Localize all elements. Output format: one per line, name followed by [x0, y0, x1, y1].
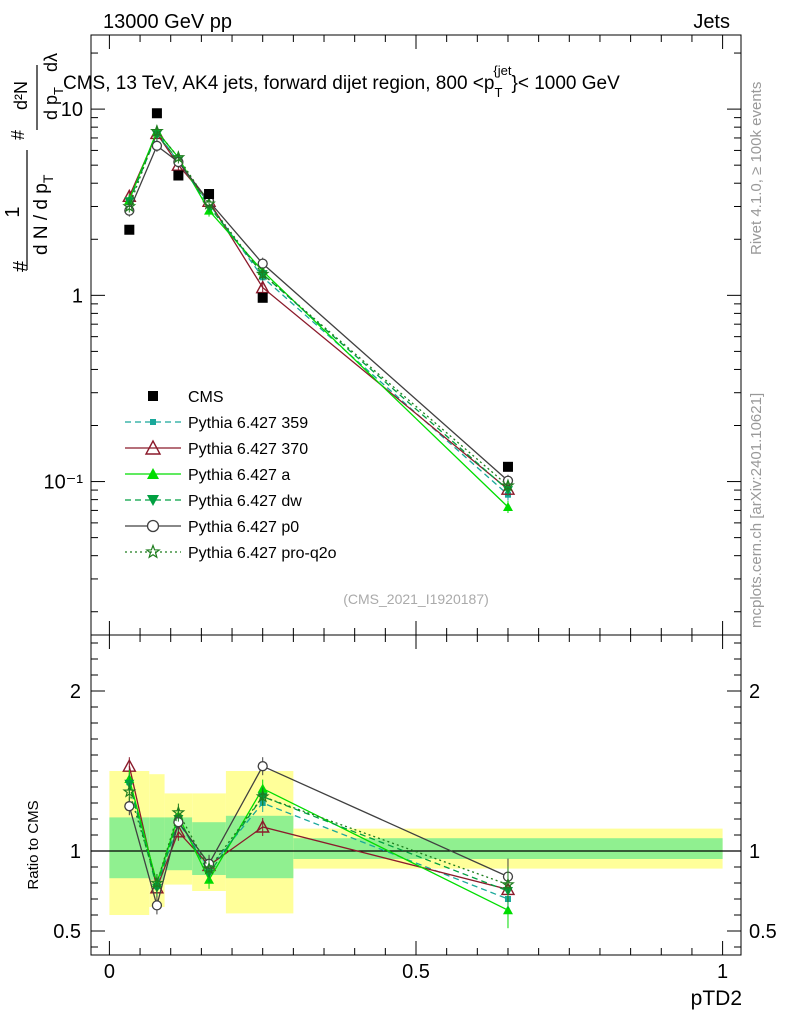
beam-label: 13000 GeV pp — [103, 11, 232, 33]
ratio-point-pq2o — [501, 877, 515, 891]
x-tick-label: 1 — [717, 961, 728, 983]
ratio-series-group — [122, 757, 516, 929]
point-pq2o — [122, 199, 137, 213]
point-pq2o — [255, 266, 270, 281]
ratio-point-pp0 — [257, 761, 268, 772]
ratio-ytick-label-right: 2 — [749, 681, 760, 703]
point-pq2o — [171, 150, 186, 164]
ylabel-dpt: d pT — [41, 87, 66, 120]
ratio-point-pq2o — [255, 789, 270, 803]
series-pa — [124, 125, 513, 514]
legend-entry-pdw: Pythia 6.427 dw — [125, 493, 302, 510]
line-pa — [128, 130, 509, 508]
ratio-panel: 0.5 0.5 1 1 2 2 0 0.5 1 Ratio to CMS pTD2 — [25, 634, 777, 1010]
point-pq2o — [150, 124, 164, 138]
ratio-line-pdw — [128, 783, 509, 892]
ratio-ytick-label-left: 2 — [70, 681, 81, 703]
band-inner — [293, 838, 723, 859]
ratio-ytick-label-left: 1 — [70, 841, 81, 863]
legend-marker-pa — [147, 468, 159, 479]
ratio-line-pp0 — [128, 765, 509, 908]
legend-label-p370: Pythia 6.427 370 — [188, 441, 308, 458]
legend: CMS Pythia 6.427 359 Pythia 6.427 370 Pythi… — [125, 389, 337, 562]
main-ytick-label: 1 — [72, 285, 83, 307]
point-cms — [257, 292, 268, 303]
ylabel-hash-mid: # — [8, 130, 28, 140]
point-pa — [502, 502, 513, 512]
ylabel-d2n: d²N — [11, 81, 31, 110]
point-pp0 — [151, 140, 163, 151]
ratio-line-pa — [128, 778, 509, 911]
legend-marker-pdw — [147, 495, 159, 506]
y-axis-label-main: # 1 d N / d pT # d²N d pT dλ — [2, 53, 66, 272]
point-p370 — [255, 280, 270, 294]
point-pp0 — [257, 258, 268, 269]
line-pp0 — [128, 144, 509, 482]
legend-entry-pq2o: Pythia 6.427 pro-q2o — [125, 543, 337, 562]
legend-label-pdw: Pythia 6.427 dw — [188, 493, 302, 510]
watermark: (CMS_2021_I1920187) — [343, 591, 489, 607]
ylabel-one: 1 — [2, 206, 24, 217]
series-cms — [124, 108, 513, 472]
legend-marker-p370 — [144, 439, 162, 455]
legend-entry-pp0: Pythia 6.427 p0 — [125, 519, 299, 536]
ratio-point-pq2o — [150, 875, 164, 889]
legend-marker-p359 — [150, 419, 156, 425]
point-cms — [124, 224, 135, 235]
ratio-point-pq2o — [202, 861, 216, 875]
legend-entry-pa: Pythia 6.427 a — [125, 467, 290, 484]
main-series-group — [122, 108, 516, 514]
series-p370 — [122, 125, 516, 496]
ylabel-den: d N / d pT — [31, 174, 56, 255]
point-cms — [151, 108, 162, 119]
main-title: CMS, 13 TeV, AK4 jets, forward dijet reg… — [63, 63, 620, 100]
point-cms — [173, 170, 184, 181]
ratio-y-label: Ratio to CMS — [25, 800, 42, 889]
legend-marker-cms — [148, 391, 158, 401]
legend-entry-p359: Pythia 6.427 359 — [125, 415, 308, 432]
ratio-point-pq2o — [171, 805, 186, 819]
series-pp0 — [124, 139, 514, 487]
main-ytick-label: 10 — [61, 99, 83, 121]
legend-label-pa: Pythia 6.427 a — [188, 467, 290, 484]
ratio-line-pq2o — [128, 791, 509, 886]
ratio-point-pa — [502, 905, 513, 915]
main-panel: 10⁻¹11010² CMS, 13 TeV, AK4 jets, forwar… — [44, 34, 742, 636]
point-cms — [204, 189, 215, 200]
legend-label-pq2o: Pythia 6.427 pro-q2o — [188, 545, 337, 562]
category-label: Jets — [693, 11, 730, 33]
ratio-ytick-label-left: 0.5 — [53, 921, 81, 943]
legend-marker-pp0 — [146, 519, 160, 533]
x-tick-label: 0.5 — [402, 961, 430, 983]
rivet-label: Rivet 4.1.0, ≥ 100k events — [748, 82, 765, 255]
x-tick-label: 0 — [104, 961, 115, 983]
legend-marker-pq2o — [145, 543, 161, 559]
series-pq2o — [122, 124, 515, 492]
ylabel-hash-outer: # — [10, 260, 32, 272]
line-pq2o — [128, 130, 509, 487]
ratio-point-pp0 — [151, 900, 163, 911]
legend-entry-p370: Pythia 6.427 370 — [125, 439, 308, 458]
band-inner — [149, 817, 165, 880]
ratio-point-pq2o — [122, 784, 137, 798]
legend-entry-cms: CMS — [148, 389, 224, 406]
point-pq2o — [202, 196, 216, 210]
legend-label-p359: Pythia 6.427 359 — [188, 415, 308, 432]
legend-label-cms: CMS — [188, 389, 224, 406]
legend-label-pp0: Pythia 6.427 p0 — [188, 519, 299, 536]
ratio-ytick-label-right: 0.5 — [749, 921, 777, 943]
ratio-axis-ticks: 0.5 0.5 1 1 2 2 0 0.5 1 — [53, 635, 777, 983]
point-cms — [502, 461, 513, 472]
mcplots-label: mcplots.cern.ch [arXiv:2401.10621] — [748, 393, 765, 628]
x-axis-label: pTD2 — [691, 987, 742, 1010]
ylabel-dlambda: dλ — [41, 53, 61, 72]
ratio-point-p370 — [255, 819, 270, 833]
ratio-series-pq2o — [122, 782, 515, 903]
ratio-ytick-label-right: 1 — [749, 841, 760, 863]
main-ytick-label: 10⁻¹ — [44, 472, 84, 494]
point-pq2o — [501, 478, 515, 492]
main-axis-ticks: 10⁻¹11010² — [44, 35, 741, 635]
line-p370 — [128, 132, 509, 490]
